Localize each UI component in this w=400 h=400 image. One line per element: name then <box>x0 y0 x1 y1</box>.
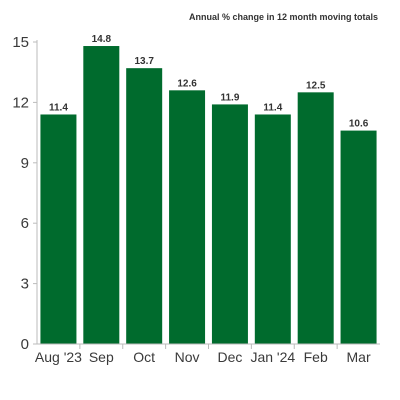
data-label: 12.5 <box>306 80 326 91</box>
x-tick-label: Aug '23 <box>35 349 82 365</box>
data-label: 14.8 <box>92 34 112 45</box>
x-tick-label: Sep <box>89 349 114 365</box>
bar <box>211 104 248 344</box>
x-tick-label: Jan '24 <box>250 349 295 365</box>
y-tick-label: 6 <box>21 215 29 232</box>
x-axis: Aug '23 Sep Oct Nov Dec Jan '24 Feb Mar <box>35 343 380 365</box>
bar <box>40 114 77 344</box>
bar <box>169 90 206 344</box>
bar <box>254 114 291 344</box>
y-tick-label: 0 <box>21 336 29 353</box>
x-tick-label: Nov <box>175 349 200 365</box>
bars-group <box>40 46 377 344</box>
x-tick-label: Mar <box>347 349 371 365</box>
x-tick-label: Oct <box>133 349 155 365</box>
bar <box>126 68 163 344</box>
y-axis: 0 3 6 9 12 15 <box>12 34 38 353</box>
data-label: 12.6 <box>177 78 197 89</box>
bar <box>340 130 377 344</box>
chart-subtitle: Annual % change in 12 month moving total… <box>189 12 378 22</box>
bar <box>297 92 334 344</box>
data-label: 11.4 <box>263 102 282 113</box>
y-tick-label: 9 <box>21 155 29 172</box>
data-labels-group: 11.4 14.8 13.7 12.6 11.9 11.4 12.5 10.6 <box>49 34 369 130</box>
data-label: 13.7 <box>134 56 154 67</box>
bar <box>83 46 120 344</box>
y-tick-label: 3 <box>21 276 29 293</box>
y-tick-label: 12 <box>12 94 29 111</box>
x-tick-label: Dec <box>217 349 242 365</box>
data-label: 10.6 <box>349 119 369 130</box>
data-label: 11.4 <box>49 102 68 113</box>
x-tick-label: Feb <box>304 349 328 365</box>
y-tick-label: 15 <box>12 34 29 51</box>
data-label: 11.9 <box>220 92 239 103</box>
